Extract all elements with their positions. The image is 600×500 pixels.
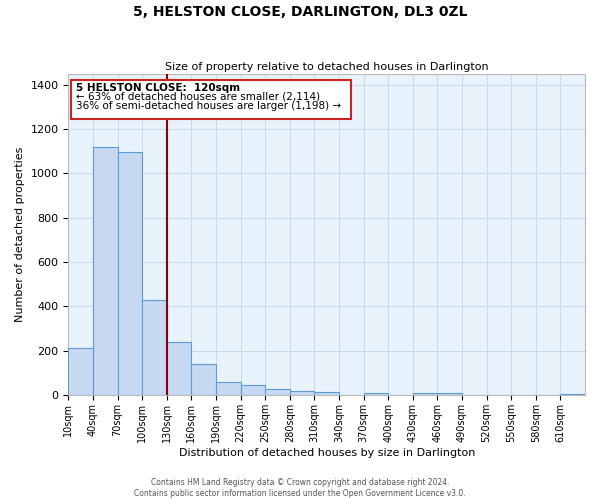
- Bar: [118, 152, 142, 395]
- Bar: [68, 348, 93, 395]
- Text: 36% of semi-detached houses are larger (1,198) →: 36% of semi-detached houses are larger (…: [76, 101, 341, 111]
- Bar: [167, 342, 191, 395]
- Text: 5 HELSTON CLOSE:  120sqm: 5 HELSTON CLOSE: 120sqm: [76, 82, 240, 92]
- Title: Size of property relative to detached houses in Darlington: Size of property relative to detached ho…: [165, 62, 488, 72]
- Bar: [290, 391, 314, 395]
- Bar: [265, 390, 290, 395]
- Bar: [142, 300, 167, 395]
- FancyBboxPatch shape: [71, 80, 352, 119]
- Bar: [241, 384, 265, 395]
- Bar: [437, 393, 462, 395]
- Y-axis label: Number of detached properties: Number of detached properties: [15, 146, 25, 322]
- Bar: [314, 392, 339, 395]
- Text: 5, HELSTON CLOSE, DARLINGTON, DL3 0ZL: 5, HELSTON CLOSE, DARLINGTON, DL3 0ZL: [133, 5, 467, 19]
- Bar: [216, 382, 241, 395]
- Bar: [364, 392, 388, 395]
- Bar: [560, 394, 585, 395]
- X-axis label: Distribution of detached houses by size in Darlington: Distribution of detached houses by size …: [179, 448, 475, 458]
- Text: ← 63% of detached houses are smaller (2,114): ← 63% of detached houses are smaller (2,…: [76, 92, 320, 102]
- Bar: [191, 364, 216, 395]
- Bar: [413, 393, 437, 395]
- Text: Contains HM Land Registry data © Crown copyright and database right 2024.
Contai: Contains HM Land Registry data © Crown c…: [134, 478, 466, 498]
- Bar: [93, 147, 118, 395]
